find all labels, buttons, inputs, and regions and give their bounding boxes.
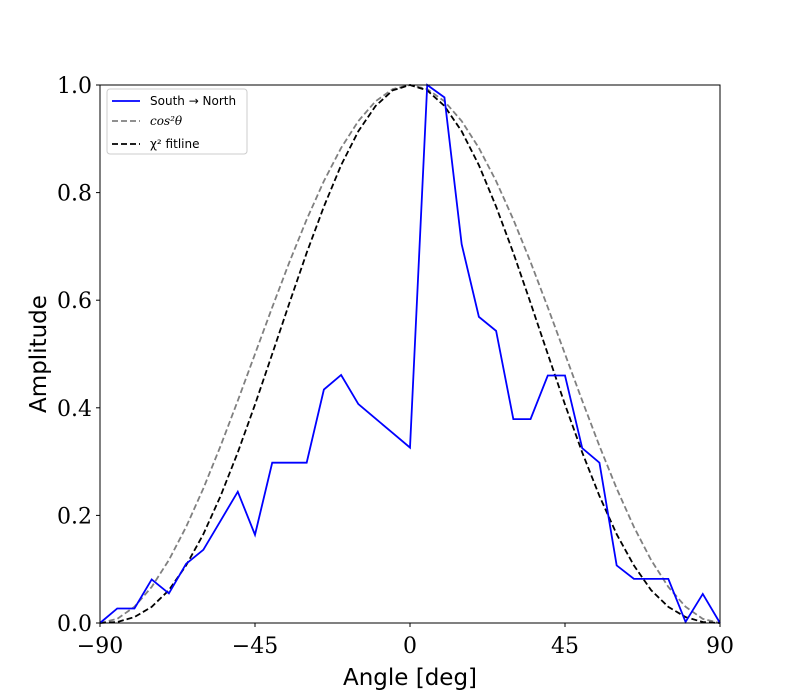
y-tick-label: 0.8: [57, 182, 92, 207]
legend-label-south-north: South → North: [150, 94, 236, 108]
y-tick-label: 0.2: [57, 504, 92, 529]
x-tick-label: −45: [232, 634, 278, 659]
legend-label-fitline: χ² fitline: [150, 137, 199, 151]
x-axis-label: Angle [deg]: [343, 665, 477, 691]
axis-ticks: −90 −45 0 45 90 0.0 0.2 0.4 0.6 0.8 1.0: [57, 74, 734, 659]
legend-box: [106, 88, 248, 155]
x-tick-label: −90: [77, 634, 123, 659]
y-tick-label: 1.0: [57, 74, 92, 99]
legend-label-cos2: cos²θ: [150, 114, 183, 128]
plot-frame: [99, 84, 721, 624]
x-tick-label: 0: [403, 634, 417, 659]
series-line-0: [99, 83, 721, 624]
x-tick-label: 90: [706, 634, 734, 659]
y-tick-label: 0.0: [57, 612, 92, 637]
legend: South → North cos²θ χ² fitline: [106, 88, 248, 155]
y-tick-label: 0.4: [57, 397, 92, 422]
y-tick-label: 0.6: [57, 289, 92, 314]
series-line-1: [99, 84, 721, 624]
series-line-2: [99, 84, 721, 624]
y-axis-label: Amplitude: [26, 295, 52, 413]
x-tick-label: 45: [551, 634, 579, 659]
series-lines: [99, 83, 721, 624]
